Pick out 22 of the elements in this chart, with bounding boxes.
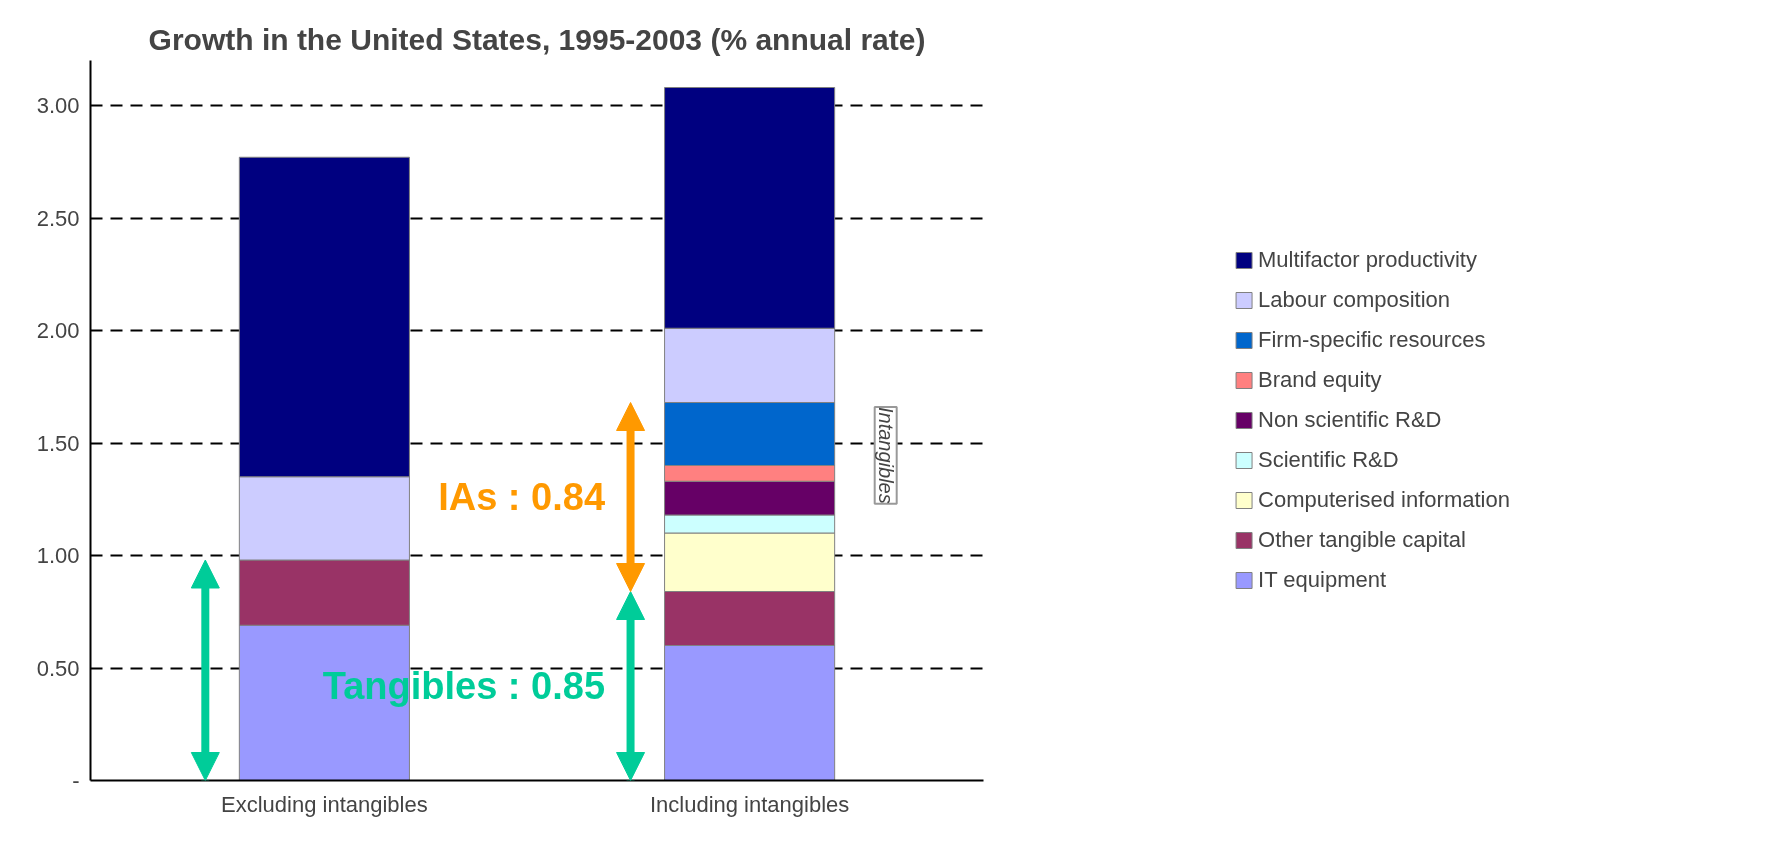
y-tick-label: 0.50 bbox=[36, 655, 80, 681]
legend-label: Labour composition bbox=[1258, 287, 1451, 313]
legend-label: IT equipment bbox=[1258, 567, 1387, 593]
legend-label: Firm-specific resources bbox=[1258, 327, 1486, 353]
x-tick-label: Including intangibles bbox=[649, 791, 850, 817]
annotation: Tangibles : 0.85 bbox=[322, 665, 606, 707]
y-tick-label: 1.00 bbox=[36, 543, 80, 568]
legend-label: Computerised information bbox=[1258, 487, 1510, 513]
legend-label: Scientific R&D bbox=[1258, 447, 1399, 473]
legend-label: Multifactor productivity bbox=[1258, 247, 1477, 273]
y-tick-label: - bbox=[72, 768, 80, 793]
y-tick-label: 2.00 bbox=[36, 318, 80, 343]
chart-title: Growth in the United States, 1995-2003 (% annual rate) bbox=[148, 22, 926, 56]
annotation: IAs : 0.84 bbox=[438, 476, 606, 518]
y-tick-label: 1.50 bbox=[36, 430, 80, 456]
legend-label: Other tangible capital bbox=[1258, 527, 1466, 553]
legend-label: Non scientific R&D bbox=[1258, 407, 1442, 433]
x-tick-label: Excluding intangibles bbox=[221, 791, 428, 817]
y-tick-label: 2.50 bbox=[36, 205, 80, 231]
legend-label: Brand equity bbox=[1258, 367, 1382, 393]
annotation: Intangibles bbox=[874, 407, 897, 504]
y-tick-label: 3.00 bbox=[36, 93, 80, 118]
